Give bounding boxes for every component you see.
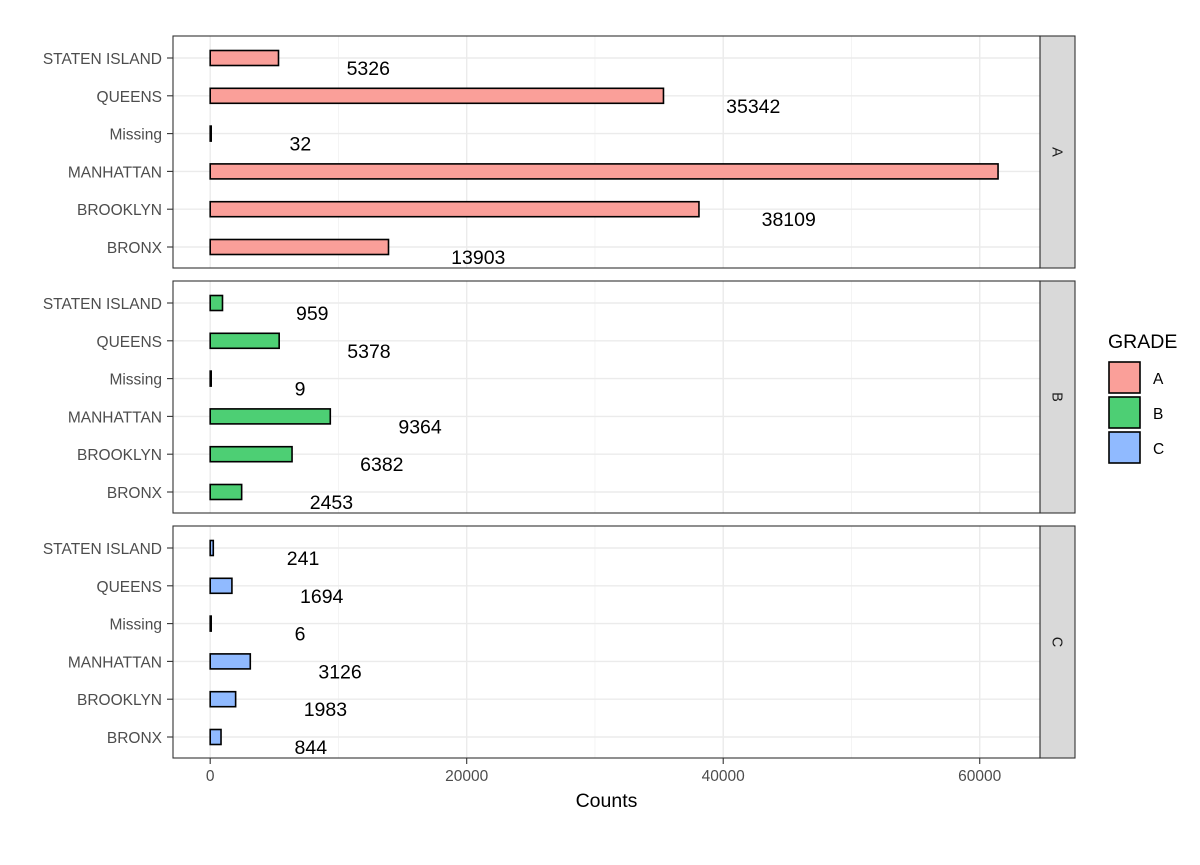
y-tick-label: QUEENS — [97, 579, 162, 596]
panel-border — [172, 525, 1041, 759]
data-label: 6 — [295, 624, 306, 646]
y-tick-label: STATEN ISLAND — [43, 296, 162, 313]
legend-key-a — [1108, 361, 1141, 394]
x-tick-label: 60000 — [958, 768, 1001, 785]
bar-b-missing — [209, 370, 212, 387]
legend-key-b — [1108, 396, 1141, 429]
bar-a-manhattan — [209, 163, 999, 180]
data-label: 1983 — [304, 699, 347, 721]
y-tick-label: BRONX — [107, 240, 163, 257]
data-label: 35342 — [726, 96, 780, 118]
facet-strip — [1039, 525, 1076, 759]
data-label: 959 — [296, 303, 329, 325]
bar-b-staten-island — [209, 294, 224, 312]
y-tick-label: Missing — [109, 617, 162, 634]
facet-strip — [1039, 35, 1076, 269]
data-label: 5378 — [347, 341, 390, 363]
bar-b-manhattan — [209, 408, 332, 425]
facet-label: A — [1049, 147, 1065, 157]
bar-a-staten-island — [209, 49, 280, 67]
data-label: 9 — [295, 379, 306, 401]
y-tick-label: STATEN ISLAND — [43, 51, 162, 68]
bar-c-staten-island — [209, 539, 215, 557]
y-tick-label: QUEENS — [97, 334, 162, 351]
legend-label: B — [1153, 406, 1163, 423]
y-tick-label: Missing — [109, 372, 162, 389]
data-label: 241 — [287, 548, 320, 570]
legend-label: A — [1153, 371, 1164, 388]
data-label: 6382 — [360, 454, 403, 476]
data-label: 38109 — [762, 209, 816, 231]
y-tick-label: QUEENS — [97, 89, 162, 106]
bar-b-bronx — [209, 483, 243, 501]
legend-title: GRADE — [1108, 331, 1177, 353]
x-axis-title: Counts — [576, 790, 638, 812]
bar-c-manhattan — [209, 653, 252, 670]
data-label: 5326 — [347, 58, 390, 80]
y-tick-label: BRONX — [107, 730, 163, 747]
y-tick-label: BROOKLYN — [77, 447, 162, 464]
y-tick-label: BRONX — [107, 485, 163, 502]
panel-border — [172, 280, 1041, 514]
x-tick-label: 0 — [206, 768, 215, 785]
panel-border — [172, 35, 1041, 269]
bar-b-queens — [209, 332, 280, 350]
bar-b-brooklyn — [209, 445, 293, 463]
y-tick-label: MANHATTAN — [68, 654, 162, 671]
bar-a-bronx — [209, 238, 390, 256]
data-label: 2453 — [310, 492, 353, 514]
data-label: 9364 — [398, 416, 442, 438]
data-label: 13903 — [451, 247, 505, 269]
data-label: 32 — [290, 134, 312, 156]
y-tick-label: STATEN ISLAND — [43, 541, 162, 558]
facet-label: B — [1049, 392, 1065, 402]
x-tick-label: 40000 — [702, 768, 745, 785]
bar-c-brooklyn — [209, 690, 237, 708]
y-tick-label: Missing — [109, 127, 162, 144]
y-tick-label: BROOKLYN — [77, 202, 162, 219]
data-label: 1694 — [300, 586, 344, 608]
bar-a-missing — [209, 125, 212, 142]
x-tick-label: 20000 — [445, 768, 488, 785]
bar-a-queens — [209, 87, 665, 105]
bar-c-bronx — [209, 728, 222, 746]
y-tick-label: MANHATTAN — [68, 164, 162, 181]
y-tick-label: MANHATTAN — [68, 409, 162, 426]
bar-c-queens — [209, 577, 233, 595]
bar-a-brooklyn — [209, 200, 700, 218]
y-tick-label: BROOKLYN — [77, 692, 162, 709]
legend-label: C — [1153, 441, 1164, 458]
data-label: 3126 — [318, 661, 361, 683]
facet-label: C — [1049, 637, 1065, 647]
bar-c-missing — [209, 615, 212, 632]
legend-key-c — [1108, 431, 1141, 464]
data-label: 844 — [295, 737, 328, 759]
